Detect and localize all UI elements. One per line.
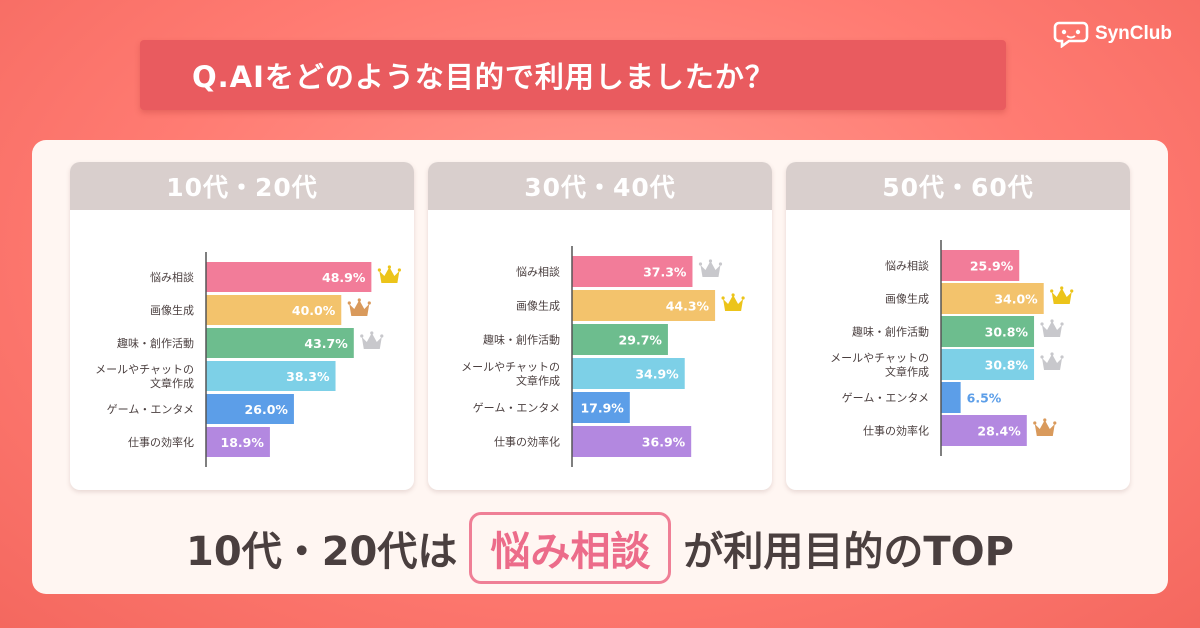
- crown-icon: [360, 331, 384, 349]
- chart-card-3: 50代・60代 25.9% 悩み相談 34.0% 画像生成 30.8% 趣味・創作活動 30…: [786, 162, 1130, 490]
- bar-3: [941, 316, 1035, 347]
- bar-6: [941, 415, 1027, 446]
- bar-chart-3: 25.9% 悩み相談 34.0% 画像生成 30.8% 趣味・創作活動 30.8% メールやチ…: [830, 240, 1074, 456]
- category-label: 悩み相談: [516, 265, 560, 279]
- value-label: 26.0%: [245, 402, 289, 417]
- category-label: 悩み相談: [885, 259, 929, 273]
- chart-card-2: 30代・40代 37.3% 悩み相談 44.3% 画像生成 29.7% 趣味・創作活動 34…: [428, 162, 772, 490]
- value-label: 44.3%: [666, 299, 710, 314]
- summary-text: 10代・20代は 悩み相談 が利用目的のTOP: [0, 508, 1200, 588]
- bar-2: [572, 290, 716, 321]
- bar-5: [941, 382, 961, 413]
- bar-1: [206, 262, 372, 292]
- controller-chat-icon: [1053, 21, 1089, 48]
- value-label: 34.0%: [994, 292, 1038, 307]
- bar-2: [206, 295, 342, 325]
- value-label: 30.8%: [985, 358, 1029, 373]
- category-label: ゲーム・エンタメ: [473, 402, 560, 415]
- summary-highlight: 悩み相談: [469, 512, 672, 584]
- chart-card-1: 10代・20代 48.9% 悩み相談 40.0% 画像生成 43.7% 趣味・創作活動 38…: [70, 162, 414, 490]
- bar-4: [941, 349, 1035, 380]
- summary-prefix: 10代・20代は: [186, 529, 458, 575]
- brand-name: SynClub: [1094, 23, 1172, 44]
- category-label: 仕事の効率化: [863, 424, 929, 438]
- value-label: 37.3%: [643, 265, 687, 280]
- category-label: ゲーム・エンタメ: [107, 403, 194, 416]
- value-label: 34.9%: [635, 367, 679, 382]
- category-label: 画像生成: [150, 303, 194, 317]
- question-banner: Q.AIをどのような目的で利用しましたか？: [140, 40, 1006, 110]
- category-label: 悩み相談: [150, 270, 194, 284]
- bar-chart-1: 48.9% 悩み相談 40.0% 画像生成 43.7% 趣味・創作活動 38.3% メールやチ…: [95, 252, 401, 467]
- crown-icon: [377, 265, 401, 283]
- chart-title: 50代・60代: [786, 162, 1130, 210]
- bar-4: [572, 358, 685, 389]
- bar-2: [941, 283, 1044, 314]
- bar-1: [572, 256, 693, 287]
- bar-6: [572, 426, 692, 457]
- bar-3: [572, 324, 668, 355]
- category-label: 趣味・創作活動: [483, 333, 560, 347]
- bar-1: [941, 250, 1020, 281]
- value-label: 30.8%: [985, 325, 1029, 340]
- value-label: 38.3%: [286, 369, 330, 384]
- category-label: 画像生成: [516, 299, 560, 313]
- crown-icon: [698, 259, 723, 277]
- value-label: 43.7%: [304, 336, 348, 351]
- crown-icon: [1050, 286, 1074, 304]
- crown-icon: [1040, 319, 1064, 337]
- value-label: 25.9%: [970, 259, 1014, 274]
- crown-icon: [1033, 418, 1057, 436]
- crown-icon: [1040, 352, 1064, 370]
- category-label: 仕事の効率化: [128, 435, 194, 449]
- value-label: 29.7%: [619, 333, 663, 348]
- value-label: 40.0%: [292, 303, 336, 318]
- summary-suffix: が利用目的のTOP: [683, 529, 1014, 575]
- bar-4: [206, 361, 336, 391]
- bar-5: [572, 392, 630, 423]
- category-label: メールやチャットの文章作成: [830, 352, 929, 379]
- category-label: メールやチャットの文章作成: [461, 361, 560, 388]
- crown-icon: [347, 298, 371, 316]
- category-label: 趣味・創作活動: [852, 325, 929, 339]
- question-text: Q.AIをどのような目的で利用しましたか？: [192, 60, 775, 94]
- value-label: 18.9%: [221, 435, 265, 450]
- value-label: 48.9%: [322, 270, 366, 285]
- bar-3: [206, 328, 354, 358]
- bar-6: [206, 427, 270, 457]
- chart-title: 30代・40代: [428, 162, 772, 210]
- bar-chart-2: 37.3% 悩み相談 44.3% 画像生成 29.7% 趣味・創作活動 34.9% メールやチ…: [461, 246, 745, 467]
- value-label: 17.9%: [580, 401, 624, 416]
- category-label: ゲーム・エンタメ: [842, 392, 929, 405]
- category-label: 仕事の効率化: [494, 435, 560, 449]
- chart-title: 10代・20代: [70, 162, 414, 210]
- category-label: メールやチャットの文章作成: [95, 363, 194, 390]
- category-label: 画像生成: [885, 292, 929, 306]
- crown-icon: [721, 293, 745, 311]
- bar-5: [206, 394, 294, 424]
- value-label: 6.5%: [967, 391, 1002, 406]
- category-label: 趣味・創作活動: [117, 336, 194, 350]
- brand-logo: SynClub: [1053, 20, 1172, 48]
- value-label: 36.9%: [642, 435, 686, 450]
- value-label: 28.4%: [977, 424, 1021, 439]
